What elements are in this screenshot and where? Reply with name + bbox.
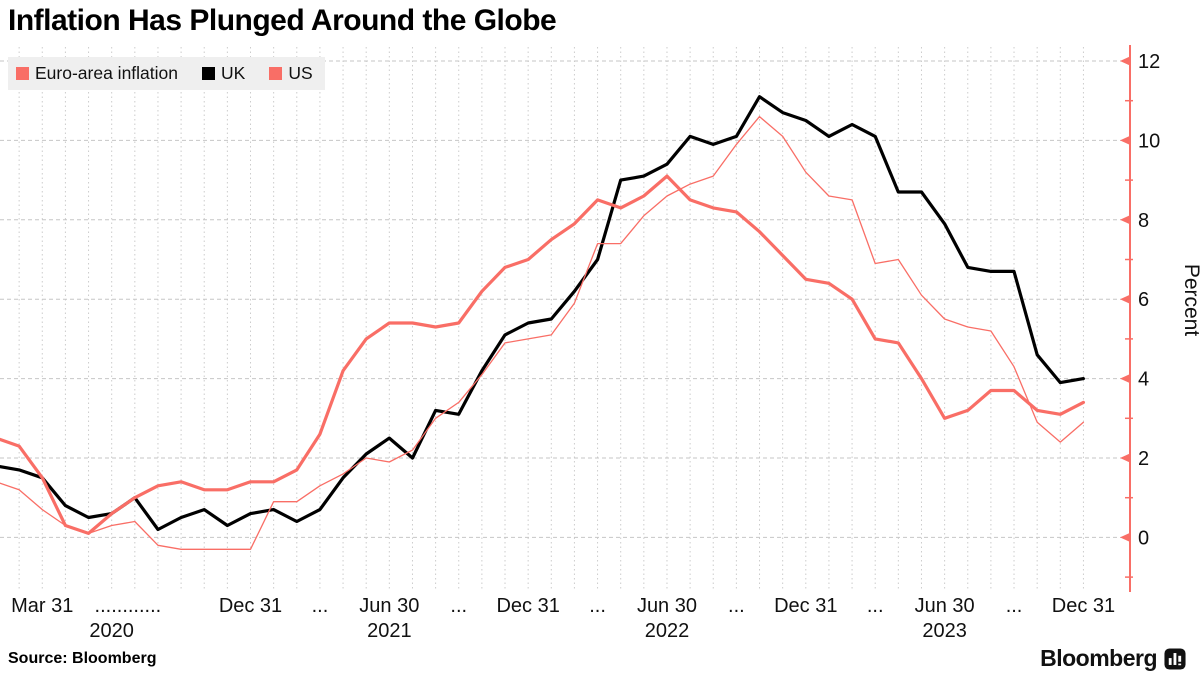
legend-swatch [202, 67, 215, 80]
legend-swatch [16, 67, 29, 80]
x-tick-label: ............ [95, 595, 162, 617]
legend-label: US [288, 63, 313, 83]
y-axis-arrow-tick [1120, 294, 1131, 305]
y-tick-label: 12 [1138, 51, 1160, 73]
x-tick-year-label: 2023 [922, 620, 967, 642]
legend-item: US [269, 63, 313, 84]
y-axis-arrow-tick [1120, 56, 1131, 66]
x-tick-label: Jun 30 [637, 595, 697, 617]
x-tick-label: Jun 30 [915, 595, 975, 617]
legend-label: UK [221, 63, 246, 83]
y-axis-unit-label: Percent [1180, 264, 1200, 337]
x-tick-label: ... [728, 595, 745, 617]
x-tick-label: Dec 31 [774, 595, 837, 617]
x-tick-label: Dec 31 [1052, 595, 1115, 617]
x-tick-label: ... [450, 595, 467, 617]
y-tick-label: 8 [1138, 210, 1149, 232]
y-tick-label: 10 [1138, 130, 1160, 152]
bloomberg-logo-text: Bloomberg [1040, 645, 1157, 671]
x-tick-label: ... [312, 595, 329, 617]
y-axis-arrow-tick [1120, 532, 1131, 543]
bloomberg-wordmark: Bloomberg [1040, 645, 1186, 672]
source-note: Source: Bloomberg [8, 650, 157, 667]
x-tick-label: Dec 31 [496, 595, 559, 617]
series-line-us [0, 174, 1086, 536]
y-axis-arrow-tick [1120, 214, 1131, 225]
y-tick-label: 6 [1138, 289, 1149, 311]
y-tick-label: 0 [1138, 527, 1149, 549]
legend-item: UK [202, 63, 245, 84]
x-tick-label: ... [867, 595, 884, 617]
y-axis-arrow-tick [1120, 135, 1131, 146]
legend: Euro-area inflation UK US [8, 57, 325, 90]
series-line-euro-area-inflation [0, 115, 1085, 550]
x-tick-label: ... [1006, 595, 1023, 617]
x-tick-label: Dec 31 [219, 595, 282, 617]
x-tick-label: ... [589, 595, 606, 617]
y-tick-label: 4 [1138, 369, 1149, 391]
page-title: Inflation Has Plunged Around the Globe [8, 4, 557, 37]
legend-swatch [269, 67, 283, 80]
x-tick-year-label: 2021 [367, 620, 412, 642]
x-tick-label: Mar 31 [11, 595, 73, 617]
y-axis-arrow-tick [1120, 373, 1131, 384]
bar-chart-icon [1164, 647, 1186, 670]
series-line-uk [0, 95, 1086, 532]
x-tick-year-label: 2022 [645, 620, 690, 642]
y-tick-label: 2 [1138, 448, 1149, 470]
legend-item: Euro-area inflation [16, 63, 178, 84]
y-axis-arrow-tick [1120, 453, 1131, 463]
x-tick-label: Jun 30 [359, 595, 419, 617]
legend-label: Euro-area inflation [35, 63, 178, 83]
x-tick-year-label: 2020 [89, 620, 134, 642]
